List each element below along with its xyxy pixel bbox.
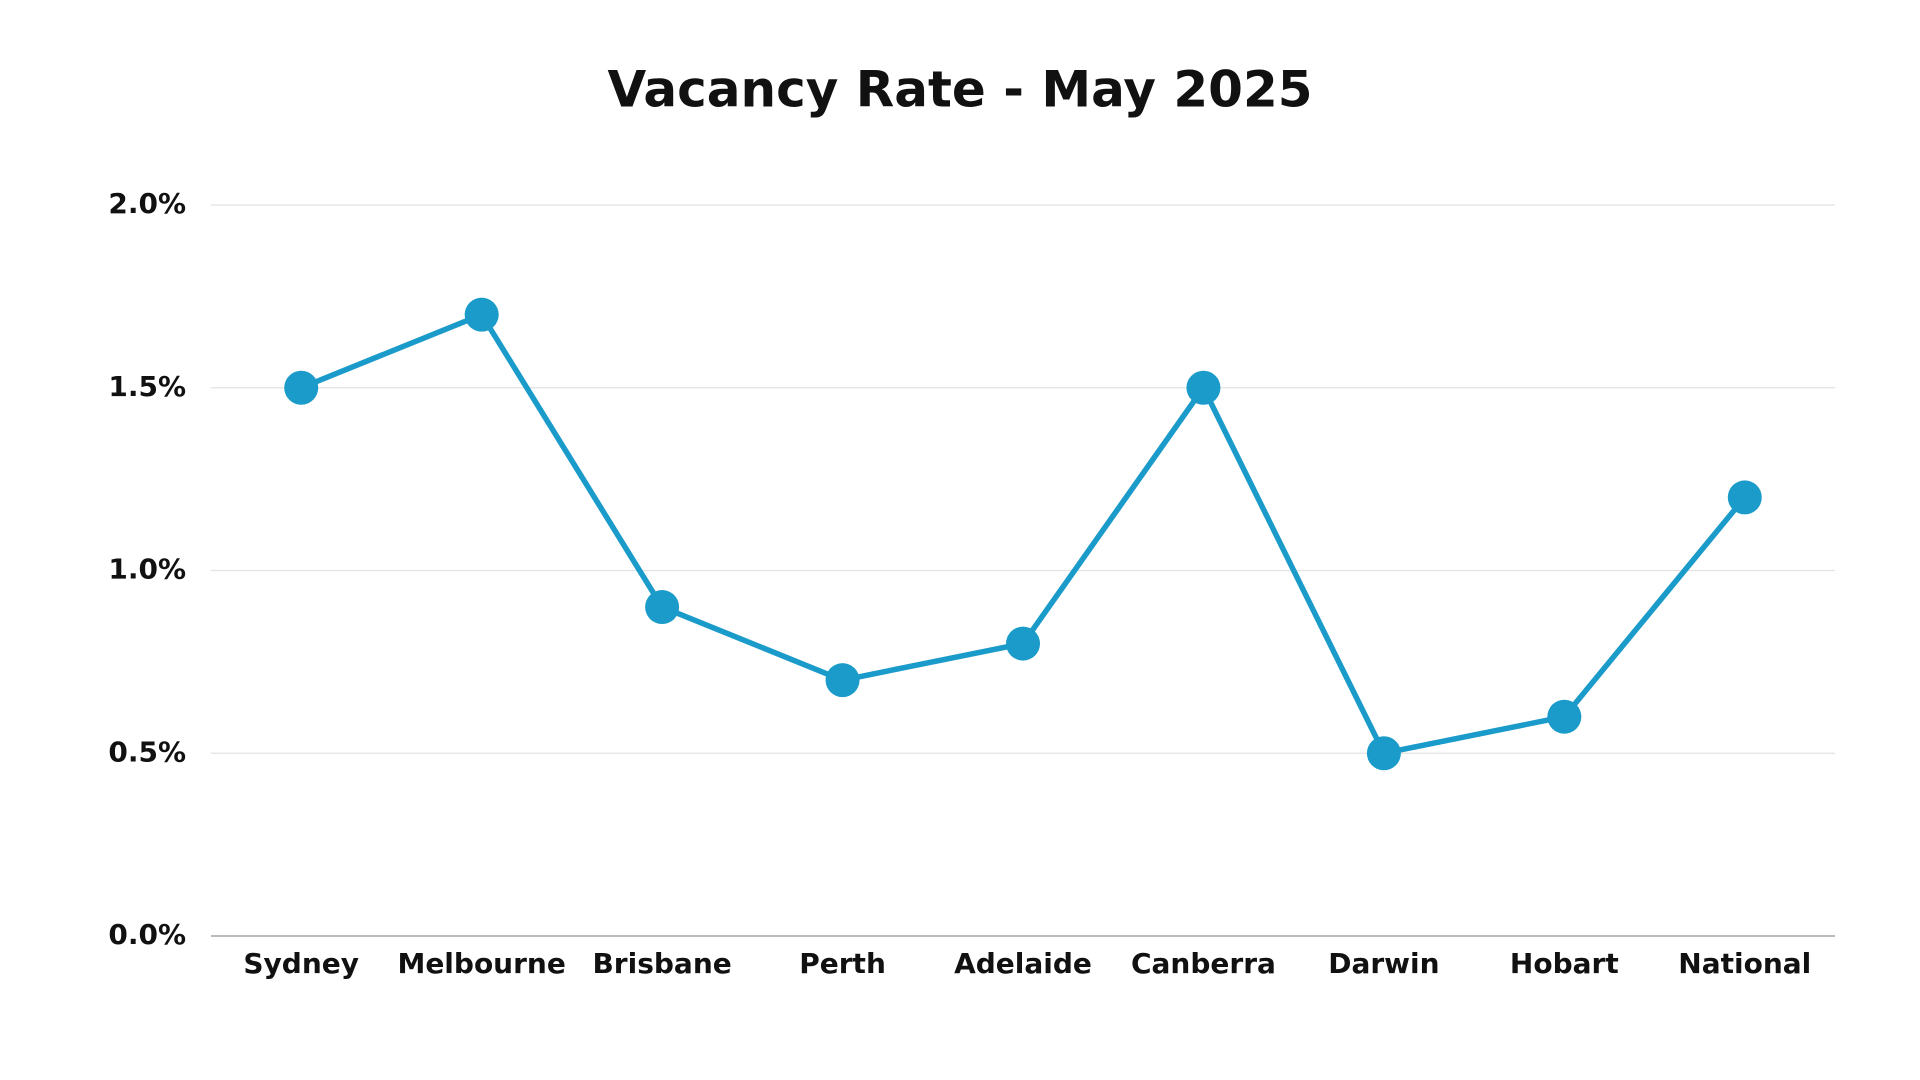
y-tick-label: 0.0% <box>108 918 186 951</box>
x-tick-label: Sydney <box>243 947 359 980</box>
x-tick-label: National <box>1678 947 1811 980</box>
y-tick-label: 2.0% <box>108 187 186 220</box>
x-tick-label: Adelaide <box>954 947 1092 980</box>
x-tick-label: Perth <box>799 947 886 980</box>
x-tick-label: Hobart <box>1510 947 1619 980</box>
chart-title: Vacancy Rate - May 2025 <box>607 61 1312 119</box>
y-tick-label: 1.5% <box>108 370 186 403</box>
y-tick-label: 1.0% <box>108 553 186 586</box>
point <box>1186 370 1221 405</box>
point <box>645 590 680 625</box>
point <box>464 297 499 332</box>
x-tick-label: Darwin <box>1328 947 1439 980</box>
x-tick-label: Melbourne <box>397 947 565 980</box>
point <box>825 663 860 698</box>
y-tick-label: 0.5% <box>108 735 186 768</box>
point <box>1547 699 1582 734</box>
point <box>1366 736 1401 771</box>
point <box>1006 626 1040 661</box>
x-tick-label: Canberra <box>1131 947 1276 980</box>
point <box>1727 480 1762 515</box>
x-tick-label: Brisbane <box>592 947 731 980</box>
line <box>300 311 1747 756</box>
point <box>284 370 319 405</box>
